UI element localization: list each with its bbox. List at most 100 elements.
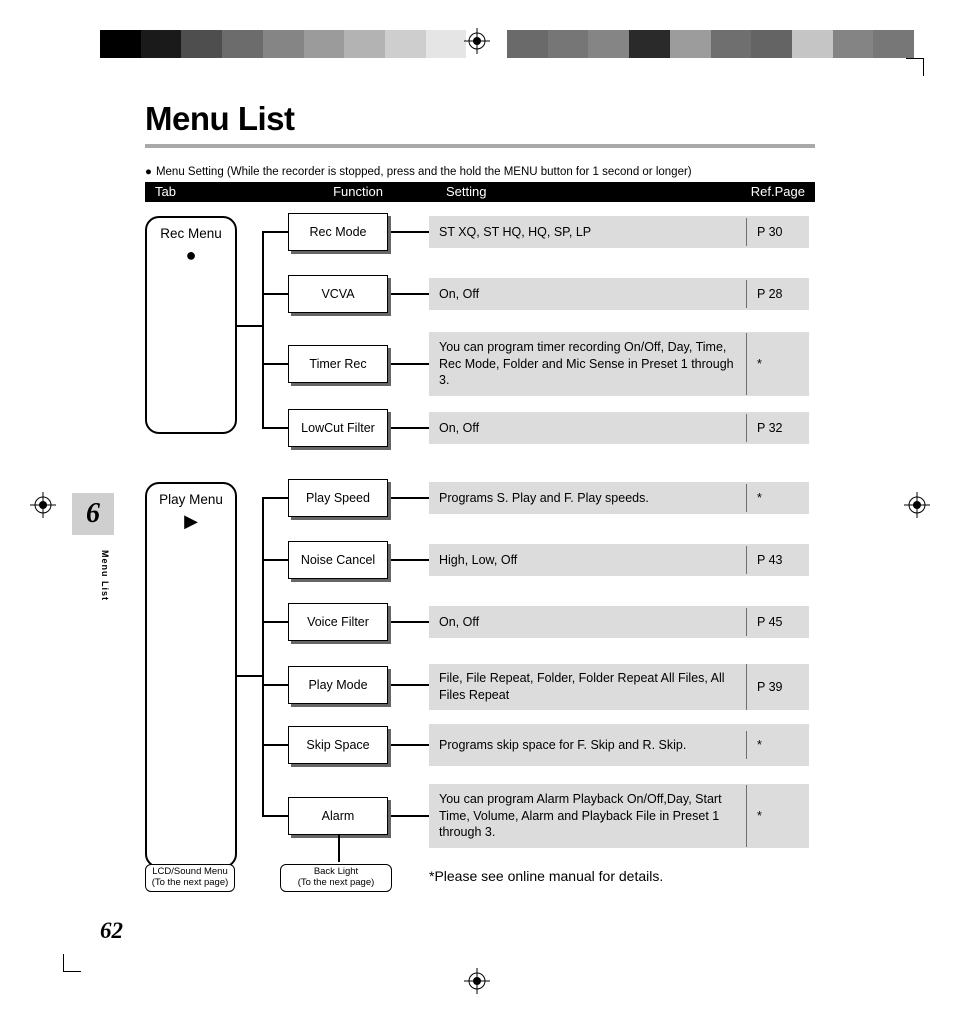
connector — [262, 684, 288, 686]
color-swatch — [222, 30, 263, 58]
function-label: Timer Rec — [309, 357, 366, 371]
next-page-sub: (To the next page) — [150, 878, 230, 889]
header-refpage: Ref.Page — [728, 182, 815, 202]
function-label: Alarm — [322, 809, 355, 823]
registration-mark — [464, 28, 490, 54]
connector — [262, 498, 264, 816]
connector — [262, 497, 288, 499]
crop-mark — [906, 58, 924, 76]
setting-text: Programs S. Play and F. Play speeds. — [429, 484, 747, 513]
setting-row: File, File Repeat, Folder, Folder Repeat… — [429, 664, 809, 710]
function-box: Alarm — [288, 797, 388, 835]
connector — [237, 325, 262, 327]
connector — [262, 231, 288, 233]
function-box: Skip Space — [288, 726, 388, 764]
color-swatch — [426, 30, 467, 58]
setting-text: On, Off — [429, 280, 747, 309]
function-label: Rec Mode — [310, 225, 367, 239]
crop-mark — [63, 954, 81, 972]
connector — [391, 621, 429, 623]
color-swatch — [873, 30, 914, 58]
title-rule — [145, 144, 815, 148]
tab-label: Play Menu — [147, 492, 235, 507]
color-swatch — [670, 30, 711, 58]
function-box: LowCut Filter — [288, 409, 388, 447]
connector — [262, 744, 288, 746]
tab-label: Rec Menu — [147, 226, 235, 241]
function-box: Play Speed — [288, 479, 388, 517]
color-swatch — [548, 30, 589, 58]
next-page-sub: (To the next page) — [285, 878, 387, 889]
ref-page: P 28 — [747, 287, 809, 301]
color-swatch — [751, 30, 792, 58]
function-box: VCVA — [288, 275, 388, 313]
ref-page: P 30 — [747, 225, 809, 239]
menu-diagram: Rec Menu●Play Menu▶Rec ModeST XQ, ST HQ,… — [145, 216, 815, 896]
color-swatch — [833, 30, 874, 58]
setting-text: High, Low, Off — [429, 546, 747, 575]
color-swatch — [344, 30, 385, 58]
header-tab: Tab — [145, 182, 288, 202]
color-swatch — [588, 30, 629, 58]
color-swatch — [141, 30, 182, 58]
connector — [262, 232, 264, 428]
tab-box: Play Menu ▶ — [145, 482, 237, 868]
function-label: Skip Space — [306, 738, 369, 752]
setting-row: You can program Alarm Playback On/Off,Da… — [429, 784, 809, 848]
registration-mark — [30, 492, 56, 518]
connector — [262, 621, 288, 623]
color-swatch — [385, 30, 426, 58]
connector — [391, 815, 429, 817]
function-label: VCVA — [321, 287, 354, 301]
setting-row: Programs skip space for F. Skip and R. S… — [429, 724, 809, 766]
connector — [262, 293, 288, 295]
connector — [262, 363, 288, 365]
color-swatch — [304, 30, 345, 58]
connector — [262, 559, 288, 561]
bullet-icon: ● — [145, 166, 152, 178]
function-label: Noise Cancel — [301, 553, 375, 567]
ref-page: P 39 — [747, 680, 809, 694]
setting-row: High, Low, OffP 43 — [429, 544, 809, 576]
connector — [391, 559, 429, 561]
connector — [338, 835, 340, 862]
header-function: Function — [288, 182, 428, 202]
ref-page: * — [747, 809, 809, 823]
color-swatch — [711, 30, 752, 58]
connector — [391, 363, 429, 365]
connector — [391, 231, 429, 233]
color-swatch — [263, 30, 304, 58]
function-box: Play Mode — [288, 666, 388, 704]
setting-row: On, OffP 28 — [429, 278, 809, 310]
setting-row: You can program timer recording On/Off, … — [429, 332, 809, 396]
play-icon: ▶ — [147, 511, 235, 532]
next-page-box: Back Light(To the next page) — [280, 864, 392, 892]
ref-page: P 32 — [747, 421, 809, 435]
function-box: Timer Rec — [288, 345, 388, 383]
function-label: LowCut Filter — [301, 421, 375, 435]
setting-text: On, Off — [429, 414, 747, 443]
column-header-row: Tab Function Setting Ref.Page — [145, 182, 815, 202]
chapter-number: 6 — [86, 498, 100, 530]
chapter-tab: 6 — [72, 493, 114, 535]
function-box: Rec Mode — [288, 213, 388, 251]
color-swatch — [507, 30, 548, 58]
menu-setting-note: ● Menu Setting (While the recorder is st… — [145, 166, 815, 178]
registration-mark — [464, 968, 490, 994]
color-calibration-bar — [100, 30, 914, 58]
header-setting: Setting — [428, 182, 728, 202]
function-box: Noise Cancel — [288, 541, 388, 579]
footnote: *Please see online manual for details. — [429, 868, 663, 884]
connector — [391, 293, 429, 295]
setting-text: On, Off — [429, 608, 747, 637]
connector — [237, 675, 262, 677]
connector — [262, 815, 288, 817]
color-swatch — [792, 30, 833, 58]
next-page-box: LCD/Sound Menu(To the next page) — [145, 864, 235, 892]
color-swatch — [629, 30, 670, 58]
connector — [391, 684, 429, 686]
record-icon: ● — [147, 245, 235, 266]
setting-text: Programs skip space for F. Skip and R. S… — [429, 731, 747, 760]
tab-box: Rec Menu ● — [145, 216, 237, 434]
setting-row: On, OffP 32 — [429, 412, 809, 444]
